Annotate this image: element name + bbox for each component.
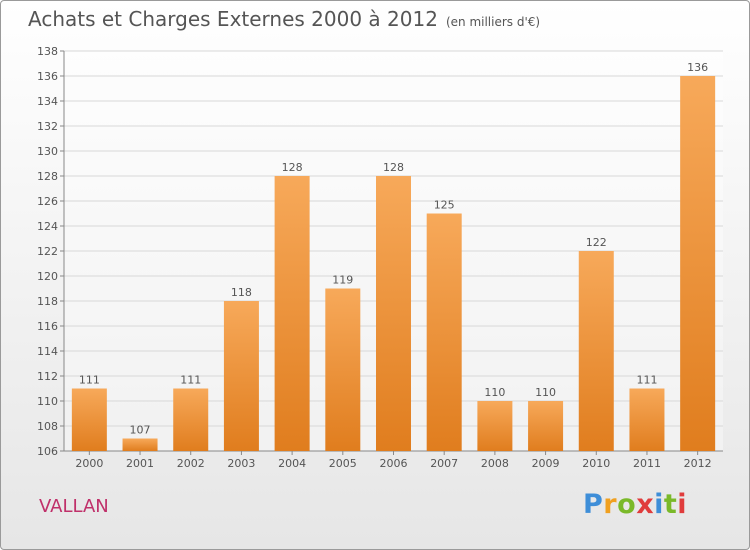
y-tick-label: 126 <box>37 195 58 208</box>
logo-letter: i <box>654 489 664 520</box>
bar <box>122 438 158 451</box>
bar-value-label: 125 <box>434 199 455 212</box>
town-name: VALLAN <box>39 496 109 517</box>
bar <box>223 301 259 451</box>
y-tick-label: 128 <box>37 170 58 183</box>
logo-letter: r <box>603 489 618 520</box>
bar-value-label: 128 <box>282 161 303 174</box>
y-tick-label: 116 <box>37 320 58 333</box>
y-tick-label: 130 <box>37 145 58 158</box>
logo-letter: x <box>636 489 655 520</box>
y-tick-label: 122 <box>37 245 58 258</box>
x-tick-label: 2004 <box>278 457 306 470</box>
logo-letter: o <box>617 489 637 520</box>
y-tick-label: 124 <box>37 220 58 233</box>
x-tick-label: 2007 <box>430 457 458 470</box>
proxiti-logo: Proxiti <box>583 489 687 520</box>
y-tick-label: 110 <box>37 395 58 408</box>
x-tick-label: 2006 <box>380 457 408 470</box>
y-tick-label: 114 <box>37 345 58 358</box>
chart-title: Achats et Charges Externes 2000 à 2012 <box>28 7 438 31</box>
y-tick-label: 136 <box>37 70 58 83</box>
chart-title-block: Achats et Charges Externes 2000 à 2012 (e… <box>28 7 540 31</box>
x-tick-label: 2008 <box>481 457 509 470</box>
bar-value-label: 119 <box>332 274 353 287</box>
y-tick-label: 120 <box>37 270 58 283</box>
y-tick-label: 108 <box>37 420 58 433</box>
y-tick-label: 134 <box>37 95 58 108</box>
logo-letter: P <box>583 489 604 520</box>
bar-value-label: 111 <box>79 374 100 387</box>
bar <box>477 401 513 451</box>
bar-value-label: 107 <box>130 424 151 437</box>
bar <box>680 76 716 451</box>
bar <box>578 251 614 451</box>
x-tick-label: 2012 <box>684 457 712 470</box>
bar-value-label: 111 <box>180 374 201 387</box>
logo-letter: t <box>663 489 678 520</box>
bar <box>71 388 107 451</box>
bar <box>629 388 665 451</box>
bar <box>325 288 361 451</box>
y-tick-label: 112 <box>37 370 58 383</box>
x-tick-label: 2003 <box>227 457 255 470</box>
y-tick-label: 106 <box>37 445 58 458</box>
bar <box>426 213 462 451</box>
chart-unit: (en milliers d'€) <box>445 15 541 29</box>
bar-value-label: 136 <box>687 61 708 74</box>
bar-value-label: 110 <box>535 386 556 399</box>
x-tick-label: 2010 <box>582 457 610 470</box>
x-tick-label: 2005 <box>329 457 357 470</box>
y-tick-label: 118 <box>37 295 58 308</box>
bar-value-label: 111 <box>636 374 657 387</box>
bar <box>274 176 310 451</box>
bar-value-label: 128 <box>383 161 404 174</box>
y-tick-label: 138 <box>37 45 58 58</box>
bar-value-label: 118 <box>231 286 252 299</box>
x-tick-label: 2009 <box>532 457 560 470</box>
x-tick-label: 2011 <box>633 457 661 470</box>
x-tick-label: 2001 <box>126 457 154 470</box>
y-tick-label: 132 <box>37 120 58 133</box>
x-tick-label: 2002 <box>177 457 205 470</box>
bar <box>528 401 564 451</box>
bar <box>376 176 411 451</box>
logo-letter: i <box>677 489 688 520</box>
bar-value-label: 122 <box>586 236 607 249</box>
bar <box>173 388 209 451</box>
x-tick-label: 2000 <box>75 457 103 470</box>
bar-value-label: 110 <box>484 386 505 399</box>
